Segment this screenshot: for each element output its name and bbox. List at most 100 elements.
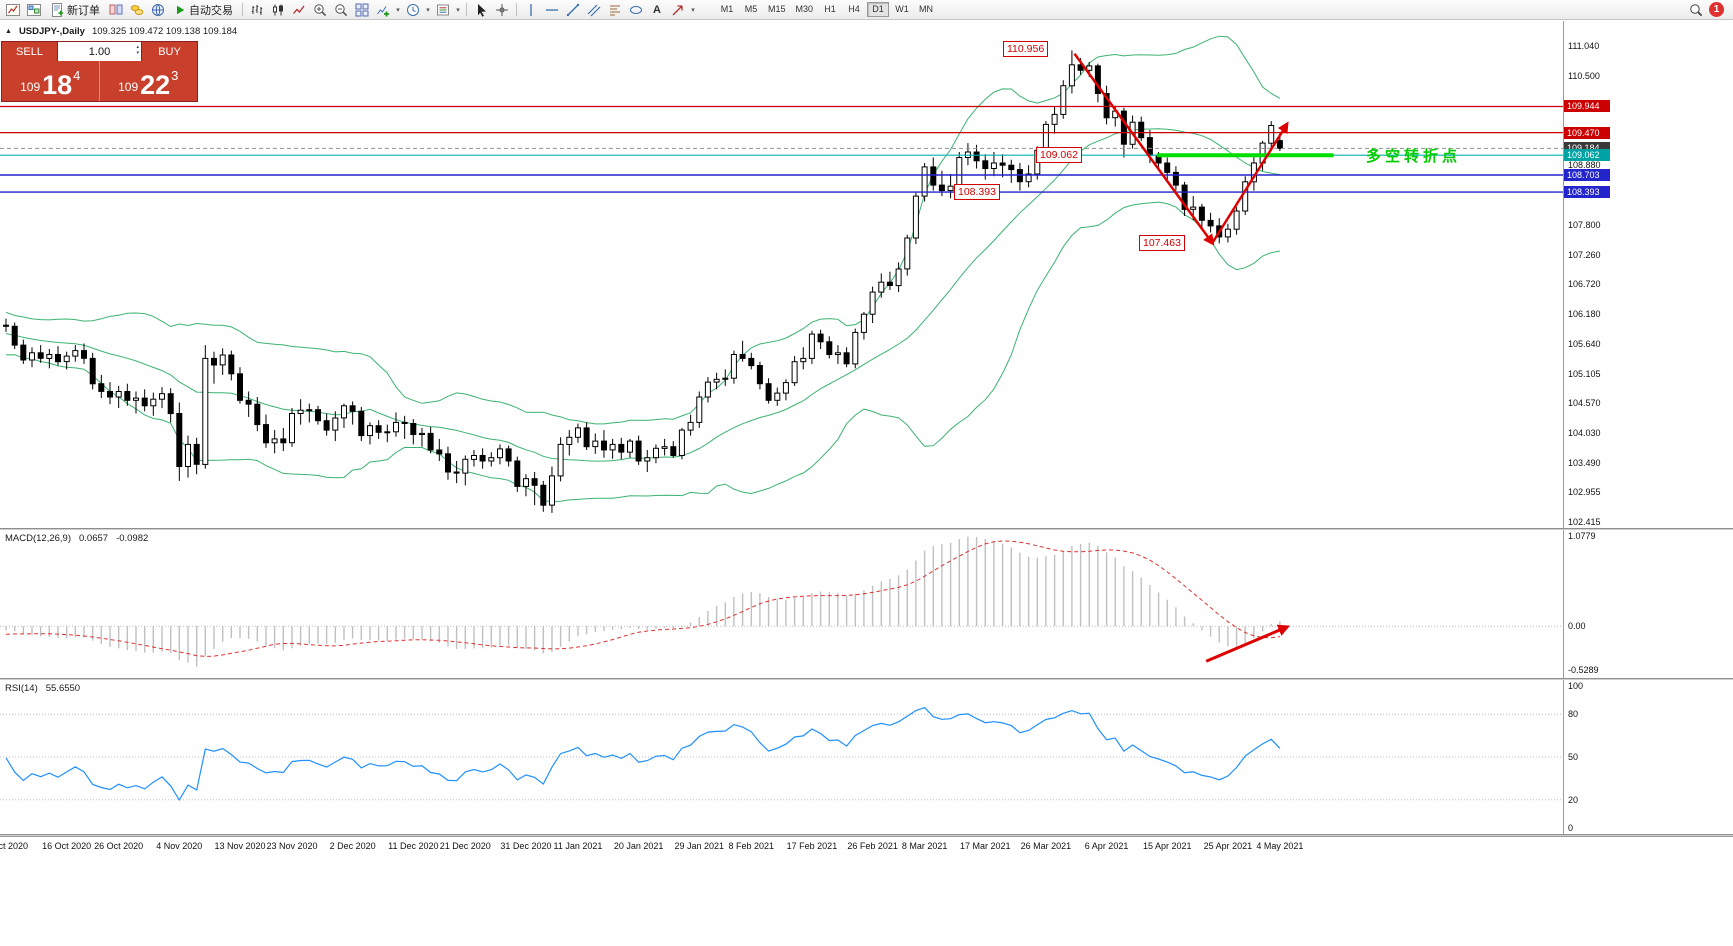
shapes-icon[interactable] [626,1,646,18]
vertical-line-icon[interactable] [521,1,541,18]
bollinger-lower-band[interactable] [5,201,1280,503]
chart-profiles-icon[interactable] [24,1,44,18]
rsi-tick-label: 0 [1568,823,1574,834]
autotrading-button[interactable]: 自动交易 [169,1,238,18]
chart-title: USDJPY-,Daily [18,26,85,37]
new-order-button[interactable]: 新订单 [45,1,105,18]
panel-splitter[interactable] [0,678,1733,680]
indicators-caret-icon[interactable]: ▾ [396,6,400,14]
macd-header: MACD(12,26,9) 0.0657 -0.0982 [5,533,148,544]
templates-icon[interactable] [433,1,453,18]
periods-icon[interactable] [403,1,423,18]
rsi-axis[interactable]: 100 80 50 20 0 [1563,680,1733,834]
ask-pips: 22 [140,70,171,100]
price-tick-label: 104.030 [1568,427,1601,438]
new-order-label: 新订单 [67,4,100,17]
volume-up-icon[interactable]: ▴ [136,44,139,50]
bid-price-button[interactable]: 109 18 4 [2,61,100,101]
fibonacci-icon[interactable] [605,1,625,18]
terminal-icon[interactable] [127,1,147,18]
bollinger-upper-band[interactable] [5,35,1281,425]
text-tool-icon[interactable]: A [653,3,661,16]
macd-up-arrow[interactable] [1205,624,1291,663]
rsi-tick-label: 50 [1568,752,1579,762]
horizontal-line-icon[interactable] [542,1,562,18]
community-icon[interactable] [148,1,168,18]
date-tick-label: 8 Mar 2021 [901,841,948,851]
panel-splitter[interactable] [0,834,1733,836]
search-icon[interactable] [1686,1,1706,18]
date-tick-label: 17 Feb 2021 [786,841,838,851]
bid-prefix: 109 [20,80,41,94]
collapse-one-click-icon[interactable]: ▲ [5,28,12,35]
new-chart-icon[interactable] [3,1,23,18]
ask-frac: 3 [171,68,179,83]
rsi-value: 55.6550 [45,683,81,694]
price-tick-label: 107.800 [1568,219,1601,230]
price-tick-label: 106.180 [1568,309,1601,320]
arrow-tools-icon[interactable] [668,1,688,18]
sell-button[interactable]: SELL [2,42,57,61]
timeframe-h4[interactable]: H4 [843,2,865,17]
trend-arrow-1[interactable] [1073,52,1215,246]
crosshair-icon[interactable] [492,1,512,18]
periods-caret-icon[interactable]: ▾ [426,6,430,14]
date-tick-label: 6 Apr 2021 [1084,841,1129,851]
date-tick-label: 8 Feb 2021 [728,841,775,851]
macd-axis[interactable]: 1.0779 0.00 -0.5289 [1563,530,1733,678]
turning-point-note[interactable]: 多空转折点 [1366,148,1462,165]
rsi-tick-label: 100 [1568,680,1584,691]
date-tick-label: 4 May 2021 [1256,841,1304,851]
volume-input[interactable]: 1.00 ▴ ▾ [57,42,142,61]
date-tick-label: 29 Jan 2021 [674,841,725,851]
bar-chart-type-icon[interactable] [247,1,267,18]
timeframe-d1[interactable]: D1 [867,2,890,17]
toolbar: 新订单 自动交易 ▾ ▾ ▾ [0,0,1733,20]
bid-frac: 4 [73,68,81,83]
date-tick-label: 26 Feb 2021 [847,841,898,851]
channel-icon[interactable] [584,1,604,18]
rsi-tick-label: 20 [1568,794,1579,805]
date-tick-label: 2 Dec 2020 [329,841,376,851]
macd-panel: MACD(12,26,9) 0.0657 -0.0982 [0,530,1563,678]
templates-caret-icon[interactable]: ▾ [456,6,460,14]
notification-badge[interactable]: 1 [1709,2,1724,17]
timeframe-mn[interactable]: MN [915,2,937,17]
volume-down-icon[interactable]: ▾ [136,50,139,56]
timeframe-w1[interactable]: W1 [891,2,913,17]
price-level-badge: 109.062 [1564,149,1610,162]
rsi-header: RSI(14) 55.6550 [5,683,80,694]
indicators-icon[interactable] [373,1,393,18]
timeframe-m30[interactable]: M30 [792,2,818,17]
bollinger-middle-band[interactable] [5,128,1280,462]
trendline-icon[interactable] [563,1,583,18]
timeframe-h1[interactable]: H1 [819,2,841,17]
buy-button[interactable]: BUY [142,42,197,61]
price-tick-label: 107.260 [1568,249,1601,260]
date-tick-label: 11 Jan 2021 [553,841,603,851]
tile-windows-icon[interactable] [352,1,372,18]
timeframe-m1[interactable]: M1 [716,2,738,17]
panel-splitter[interactable] [0,528,1733,530]
price-chart[interactable] [0,21,1563,528]
timeframe-m5[interactable]: M5 [740,2,762,17]
rsi-chart[interactable] [0,680,1563,834]
market-depth-icon[interactable] [106,1,126,18]
zoom-out-icon[interactable] [331,1,351,18]
timeframe-m15[interactable]: M15 [764,2,790,17]
line-chart-type-icon[interactable] [289,1,309,18]
candlestick-series[interactable] [3,50,1283,513]
price-tick-label: 104.570 [1568,398,1601,409]
price-tick-label: 102.955 [1568,487,1601,498]
candlestick-chart-type-icon[interactable] [268,1,288,18]
cursor-icon[interactable] [471,1,491,18]
arrow-tools-caret-icon[interactable]: ▾ [691,6,695,14]
price-axis[interactable]: 111.040110.500109.960109.420108.880108.3… [1563,21,1733,528]
macd-chart[interactable] [0,530,1563,678]
price-tick-label: 111.040 [1568,40,1600,51]
zoom-in-icon[interactable] [310,1,330,18]
ask-price-button[interactable]: 109 22 3 [99,61,197,101]
trend-arrow-2[interactable] [1211,121,1289,244]
macd-histogram [5,536,1281,667]
